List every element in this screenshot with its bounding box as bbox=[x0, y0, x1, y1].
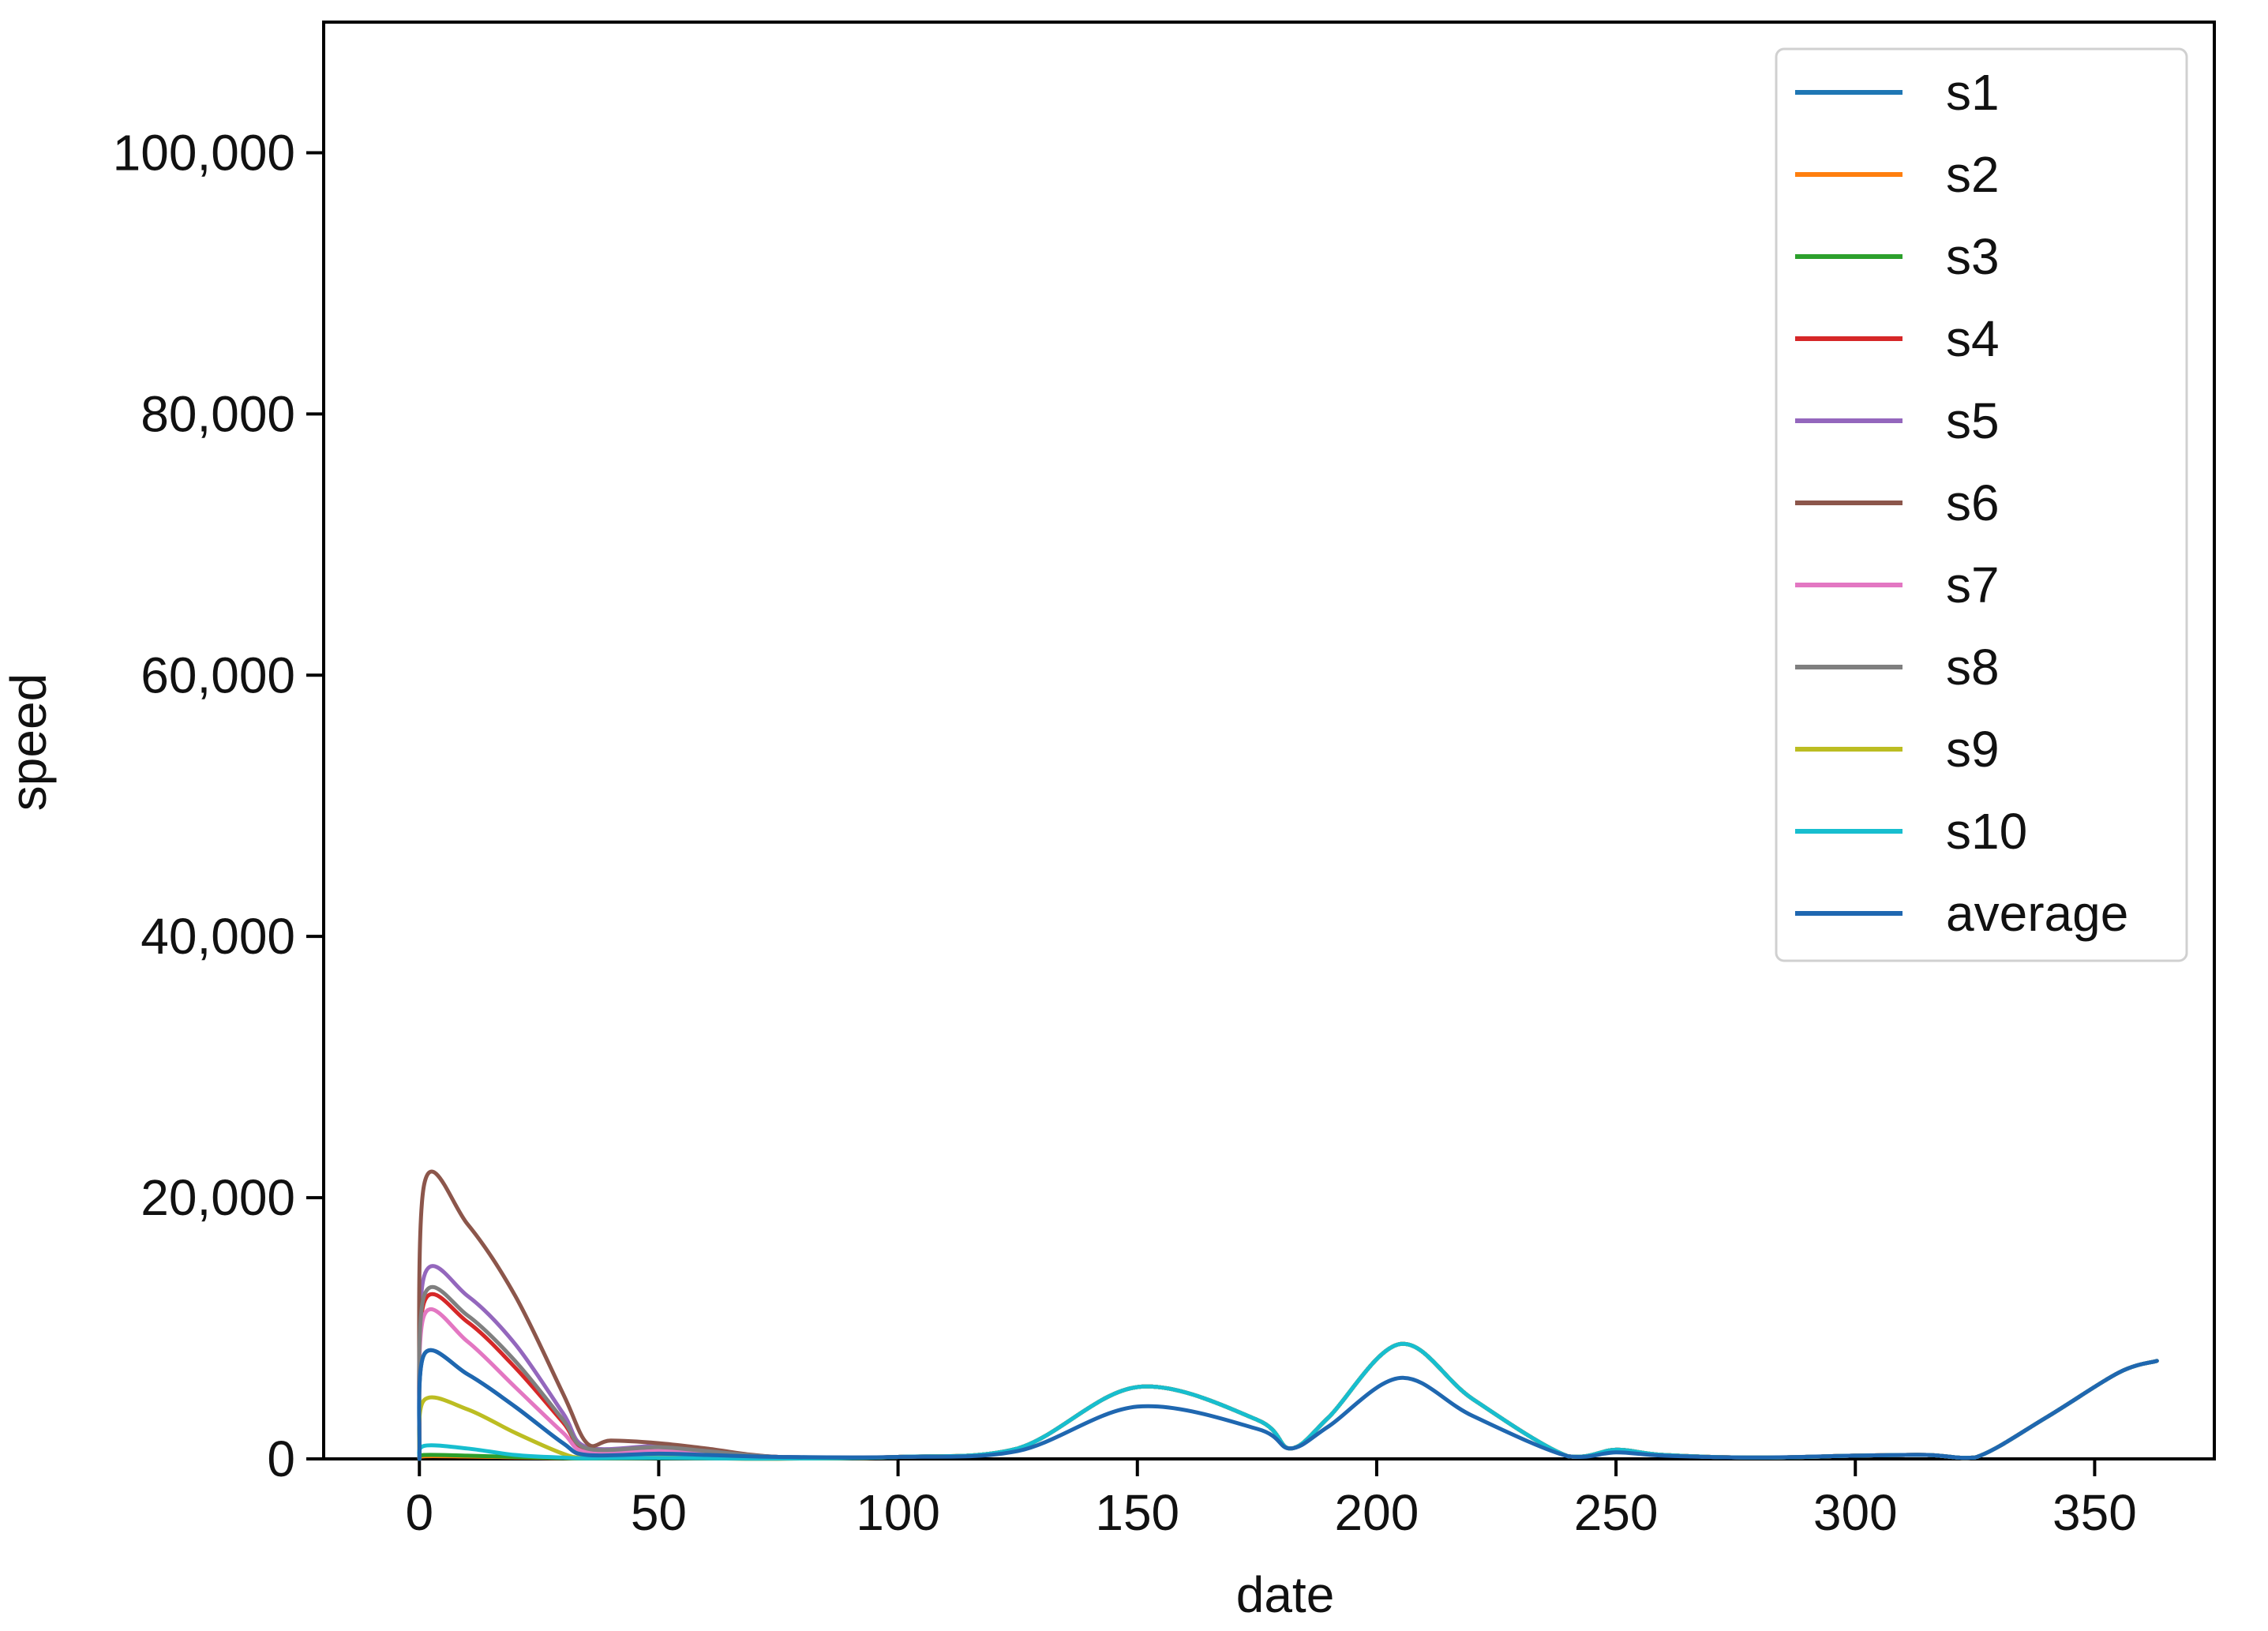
x-tick-label: 350 bbox=[2052, 1484, 2137, 1541]
y-tick-label: 80,000 bbox=[141, 385, 295, 442]
series-line-average bbox=[417, 1348, 2159, 1461]
legend-label: s7 bbox=[1946, 557, 2000, 613]
series-line-s2 bbox=[417, 1341, 2159, 1461]
legend-label: s8 bbox=[1946, 639, 2000, 696]
x-tick-label: 250 bbox=[1574, 1484, 1659, 1541]
x-axis: 0 50 100 150 200 250 300 350 bbox=[405, 1459, 2137, 1541]
legend-label: s1 bbox=[1946, 64, 2000, 121]
legend-label: s4 bbox=[1946, 310, 2000, 367]
legend-label: average bbox=[1946, 885, 2128, 942]
x-tick-label: 200 bbox=[1335, 1484, 1419, 1541]
legend-label: s6 bbox=[1946, 474, 2000, 531]
series-line-s7 bbox=[417, 1307, 2159, 1461]
legend-label: s10 bbox=[1946, 803, 2027, 860]
x-tick-label: 100 bbox=[856, 1484, 940, 1541]
y-tick-label: 40,000 bbox=[141, 908, 295, 965]
legend-label: s5 bbox=[1946, 392, 2000, 449]
legend-box bbox=[1775, 47, 2188, 962]
y-tick-label: 60,000 bbox=[141, 647, 295, 703]
series-line-s8 bbox=[417, 1284, 2159, 1461]
series-line-s5 bbox=[417, 1264, 2159, 1461]
series-lines bbox=[417, 1169, 2159, 1461]
x-tick-label: 50 bbox=[631, 1484, 687, 1541]
x-tick-label: 300 bbox=[1813, 1484, 1898, 1541]
series-line-s9 bbox=[417, 1341, 2159, 1461]
series-line-s4 bbox=[417, 1292, 2159, 1461]
y-tick-label: 100,000 bbox=[113, 124, 295, 181]
legend-label: s2 bbox=[1946, 146, 2000, 203]
y-axis-label: speed bbox=[0, 673, 57, 811]
y-tick-label: 20,000 bbox=[141, 1169, 295, 1226]
legend-label: s3 bbox=[1946, 228, 2000, 285]
legend-label: s9 bbox=[1946, 721, 2000, 778]
y-tick-label: 0 bbox=[267, 1430, 295, 1487]
x-axis-label: date bbox=[1236, 1566, 1335, 1623]
legend: s1 s2 s3 s4 s5 s6 s7 s8 s9 s10 average bbox=[1775, 47, 2188, 962]
series-line-s10 bbox=[417, 1341, 2159, 1461]
x-tick-label: 150 bbox=[1095, 1484, 1179, 1541]
series-line-s3 bbox=[417, 1341, 2159, 1461]
plot-frame bbox=[322, 21, 2216, 1460]
series-line-s1 bbox=[417, 1341, 2159, 1461]
x-tick-label: 0 bbox=[405, 1484, 433, 1541]
series-line-s6 bbox=[417, 1169, 2159, 1461]
y-axis: 0 20,000 40,000 60,000 80,000 100,000 bbox=[113, 124, 324, 1487]
